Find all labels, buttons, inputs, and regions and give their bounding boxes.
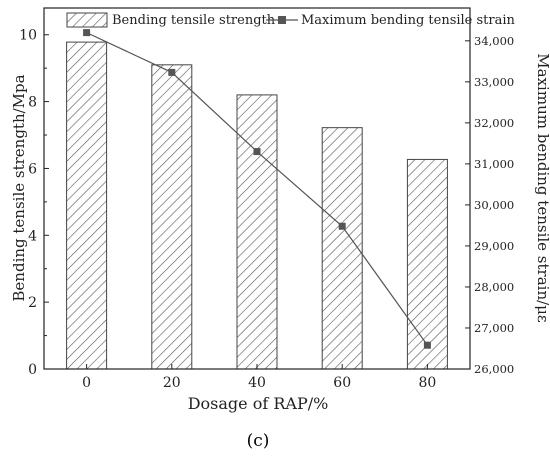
bar-20 — [151, 64, 193, 370]
left-tick-label: 10 — [19, 28, 37, 44]
right-axis-ticks: 26,000 27,000 28,000 29,000 30,000 31,000 32,0… — [465, 34, 514, 376]
right-axis-title: Maximum bending tensile strain/με — [534, 53, 550, 323]
x-tick-label-60: 60 — [333, 375, 351, 391]
right-tick-label: 33,000 — [474, 75, 514, 89]
legend-line-label: Maximum bending tensile strain — [301, 13, 516, 28]
legend-bar-swatch — [66, 12, 108, 28]
right-tick-label: 32,000 — [474, 116, 514, 130]
strain-point-0 — [83, 29, 91, 37]
left-tick-label: 2 — [28, 295, 37, 311]
left-tick-label: 8 — [28, 95, 37, 111]
strain-line-layer — [83, 29, 431, 349]
figure-caption: (c) — [247, 431, 270, 451]
left-tick-label: 0 — [28, 362, 37, 378]
strain-point-60 — [338, 222, 346, 230]
bar-80 — [406, 158, 448, 370]
x-tick-label-0: 0 — [82, 375, 91, 391]
strain-point-80 — [423, 341, 431, 349]
right-tick-label: 28,000 — [474, 280, 514, 294]
right-tick-label: 30,000 — [474, 198, 514, 212]
bar-40 — [236, 94, 278, 370]
legend-bar-label: Bending tensile strength — [112, 13, 276, 28]
right-tick-label: 34,000 — [474, 34, 514, 48]
bar-0 — [66, 41, 108, 370]
bars-layer — [66, 41, 448, 370]
left-tick-label: 6 — [28, 161, 37, 177]
left-axis-title: Bending tensile strength/Mpa — [10, 74, 28, 301]
strain-point-20 — [168, 68, 176, 76]
legend-line-marker — [278, 16, 286, 24]
right-tick-label: 31,000 — [474, 157, 514, 171]
right-tick-label: 29,000 — [474, 239, 514, 253]
legend: Bending tensile strength Maximum bending… — [66, 12, 516, 28]
x-axis-title: Dosage of RAP/% — [188, 394, 329, 413]
x-axis-ticks: 0 20 40 60 80 — [82, 364, 436, 391]
bar-60 — [321, 127, 363, 370]
x-tick-label-80: 80 — [418, 375, 436, 391]
right-tick-label: 27,000 — [474, 321, 514, 335]
strain-point-40 — [253, 148, 261, 156]
right-tick-label: 26,000 — [474, 362, 514, 376]
left-tick-label: 4 — [28, 228, 37, 244]
x-tick-label-20: 20 — [163, 375, 181, 391]
left-axis-ticks: 0 2 4 6 8 10 — [19, 28, 49, 378]
x-tick-label-40: 40 — [248, 375, 266, 391]
